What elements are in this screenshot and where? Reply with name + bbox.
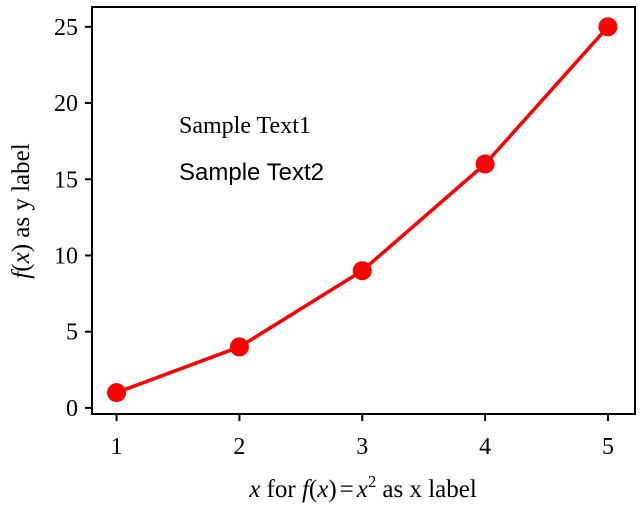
x-tick-label: 2 [233,434,245,460]
y-tick-label: 15 [54,167,78,193]
data-point [352,261,372,281]
annotation-text2: Sample Text2 [179,159,324,186]
y-tick-label: 20 [54,91,78,117]
y-tick-label: 5 [66,320,78,346]
plot-area [92,7,635,414]
y-axis-label: f(x) as y label [8,143,35,278]
data-point [598,17,618,37]
annotation-text1: Sample Text1 [179,113,311,139]
x-tick-label: 4 [479,434,491,460]
y-tick-label: 25 [54,15,78,41]
x-tick-label: 3 [356,434,368,460]
y-tick-label: 0 [66,396,78,422]
x-axis-ticks: 1 2 3 4 5 [111,414,614,460]
series-points [107,17,618,403]
data-point [229,337,249,357]
plot-frame [91,6,636,415]
x-tick-label: 1 [111,434,123,460]
data-point [475,154,495,174]
y-axis-ticks: 0 5 10 15 20 25 [54,15,92,422]
x-axis-label: x for f(x) = x2 as x label [248,472,477,503]
y-tick-label: 10 [54,243,78,269]
x-tick-label: 5 [602,434,614,460]
data-point [107,383,127,403]
